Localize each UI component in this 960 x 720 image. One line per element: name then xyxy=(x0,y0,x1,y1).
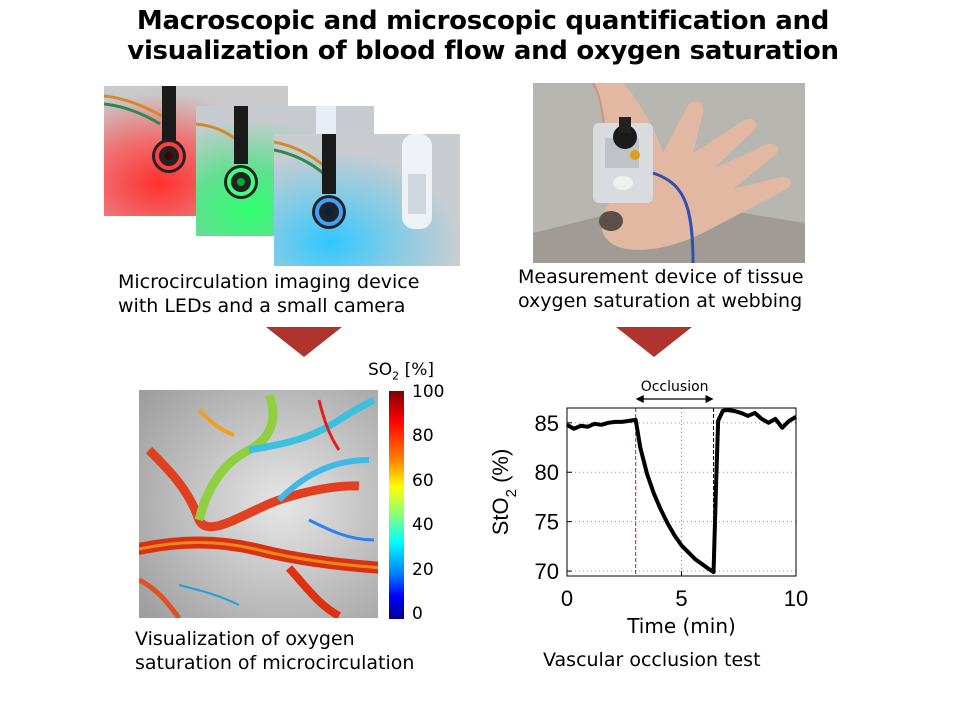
sensor-device-caption: Measurement device of tissue oxygen satu… xyxy=(518,265,838,313)
occlusion-test-caption: Vascular occlusion test xyxy=(543,648,803,672)
y-tick-label: 80 xyxy=(535,460,559,485)
y-tick-label: 85 xyxy=(535,411,559,436)
so2-map-caption: Visualization of oxygen saturation of mi… xyxy=(135,627,465,675)
title-line-1: Macroscopic and microscopic quantificati… xyxy=(136,6,830,36)
title-line-2: visualization of blood flow and oxygen s… xyxy=(127,36,839,66)
colorbar-tick-label: 0 xyxy=(412,604,423,624)
colorbar-tick-label: 80 xyxy=(412,426,434,447)
occlusion-arrow-right-head xyxy=(705,395,714,403)
y-tick-label: 70 xyxy=(535,559,559,584)
colorbar-tick-label: 100 xyxy=(412,382,445,402)
led-photo-blue xyxy=(274,134,460,266)
sensor-caption-line-1: Measurement device of tissue xyxy=(518,266,804,288)
sensor-caption-line-2: oxygen saturation at webbing xyxy=(518,290,803,312)
y-axis-label: StO2 (%) xyxy=(488,449,520,536)
so2-map-image xyxy=(139,390,378,618)
down-arrow-left xyxy=(266,327,342,357)
x-tick-label: 10 xyxy=(784,586,808,611)
colorbar-tick-label: 40 xyxy=(412,515,434,536)
sto2-occlusion-chart: Occlusion 70 75 80 85 0 5 10 Time (min) StO2 (%) xyxy=(488,379,808,638)
colorbar-label: SO xyxy=(368,360,393,380)
down-arrow-right-icon xyxy=(616,327,692,357)
led-device-caption: Microcirculation imaging device with LED… xyxy=(118,270,468,318)
down-arrow-right xyxy=(616,327,692,357)
colorbar-tick-label: 20 xyxy=(412,559,434,580)
colorbar-title: SO2 [%] xyxy=(368,360,434,382)
microcirculation-so2-map xyxy=(139,390,378,618)
y-tick-label: 75 xyxy=(535,510,559,535)
occlusion-label: Occlusion xyxy=(641,379,709,395)
hand-with-sensor-image xyxy=(533,83,805,263)
occlusion-caption-text: Vascular occlusion test xyxy=(543,649,761,671)
x-tick-label: 5 xyxy=(675,586,687,611)
occlusion-arrow-left-head xyxy=(635,395,644,403)
so2-caption-line-2: saturation of microcirculation xyxy=(135,652,415,674)
slide-title: Macroscopic and microscopic quantificati… xyxy=(118,6,848,66)
so2-colorbar xyxy=(389,391,404,619)
colorbar-tick-label: 60 xyxy=(412,470,434,491)
blue-led-device-image xyxy=(274,134,460,266)
colorbar-label-sub: 2 xyxy=(392,369,400,383)
colorbar-unit: [%] xyxy=(399,360,434,380)
x-tick-label: 0 xyxy=(561,586,573,611)
so2-caption-line-1: Visualization of oxygen xyxy=(135,628,355,650)
x-axis-label: Time (min) xyxy=(626,614,736,638)
sto2-series-line xyxy=(566,407,797,575)
led-caption-line-1: Microcirculation imaging device xyxy=(118,271,420,293)
hand-sensor-photo xyxy=(533,83,805,263)
led-caption-line-2: with LEDs and a small camera xyxy=(118,295,406,317)
down-arrow-left-icon xyxy=(266,327,342,357)
